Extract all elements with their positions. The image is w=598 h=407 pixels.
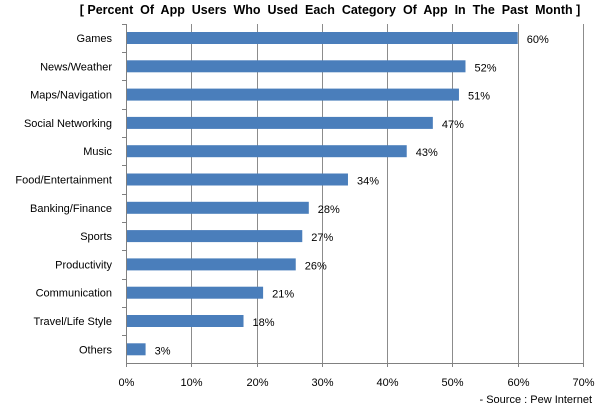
- chart-title: [ Percent Of App Users Who Used Each Cat…: [80, 3, 581, 17]
- x-tick-label: 20%: [246, 377, 268, 389]
- data-label: 60%: [527, 34, 549, 46]
- grid-layer: [191, 24, 584, 363]
- x-tick-label: 30%: [311, 377, 333, 389]
- category-label: Games: [77, 33, 113, 45]
- category-label: Sports: [80, 231, 112, 243]
- bar: [127, 116, 433, 129]
- category-label: Travel/Life Style: [34, 316, 112, 328]
- bar: [127, 88, 459, 101]
- x-tick-label: 70%: [572, 377, 594, 389]
- bar: [127, 315, 244, 327]
- data-label: 43%: [416, 147, 438, 159]
- data-label: 47%: [442, 119, 464, 131]
- bar: [127, 60, 466, 73]
- data-label: 28%: [318, 204, 340, 216]
- bar: [127, 286, 264, 299]
- bars-layer: [127, 32, 518, 356]
- category-label: News/Weather: [40, 61, 112, 73]
- x-tick-label: 60%: [507, 377, 529, 389]
- category-label: Maps/Navigation: [30, 90, 112, 102]
- category-label: Banking/Finance: [30, 203, 112, 215]
- data-label: 18%: [253, 317, 275, 329]
- category-label: Music: [83, 146, 112, 158]
- category-label: Social Networking: [24, 118, 112, 130]
- bar: [127, 230, 303, 243]
- axis-layer: [122, 24, 584, 367]
- bar: [127, 32, 518, 44]
- x-tick-label: 10%: [180, 377, 202, 389]
- bar: [127, 173, 348, 186]
- data-label: 26%: [305, 260, 327, 272]
- x-tick-label: 0%: [119, 377, 135, 389]
- category-label: Productivity: [55, 259, 112, 271]
- data-label: 27%: [311, 232, 333, 244]
- labels-layer: 0% 10% 20% 30% 40% 50% 60% 70% Games 60% News/Weat…: [15, 33, 594, 389]
- bar: [127, 258, 296, 271]
- category-label: Communication: [36, 288, 112, 300]
- source-note: - Source : Pew Internet: [480, 394, 593, 406]
- data-label: 21%: [272, 289, 294, 301]
- category-label: Food/Entertainment: [15, 175, 112, 187]
- data-label: 51%: [468, 91, 490, 103]
- bar: [127, 343, 146, 356]
- x-tick-label: 50%: [441, 377, 463, 389]
- bar: [127, 145, 407, 158]
- data-label: 34%: [357, 176, 379, 188]
- bar: [127, 201, 309, 214]
- data-label: 3%: [155, 345, 171, 357]
- category-label: Others: [79, 344, 113, 356]
- data-label: 52%: [474, 62, 496, 74]
- x-tick-label: 40%: [376, 377, 398, 389]
